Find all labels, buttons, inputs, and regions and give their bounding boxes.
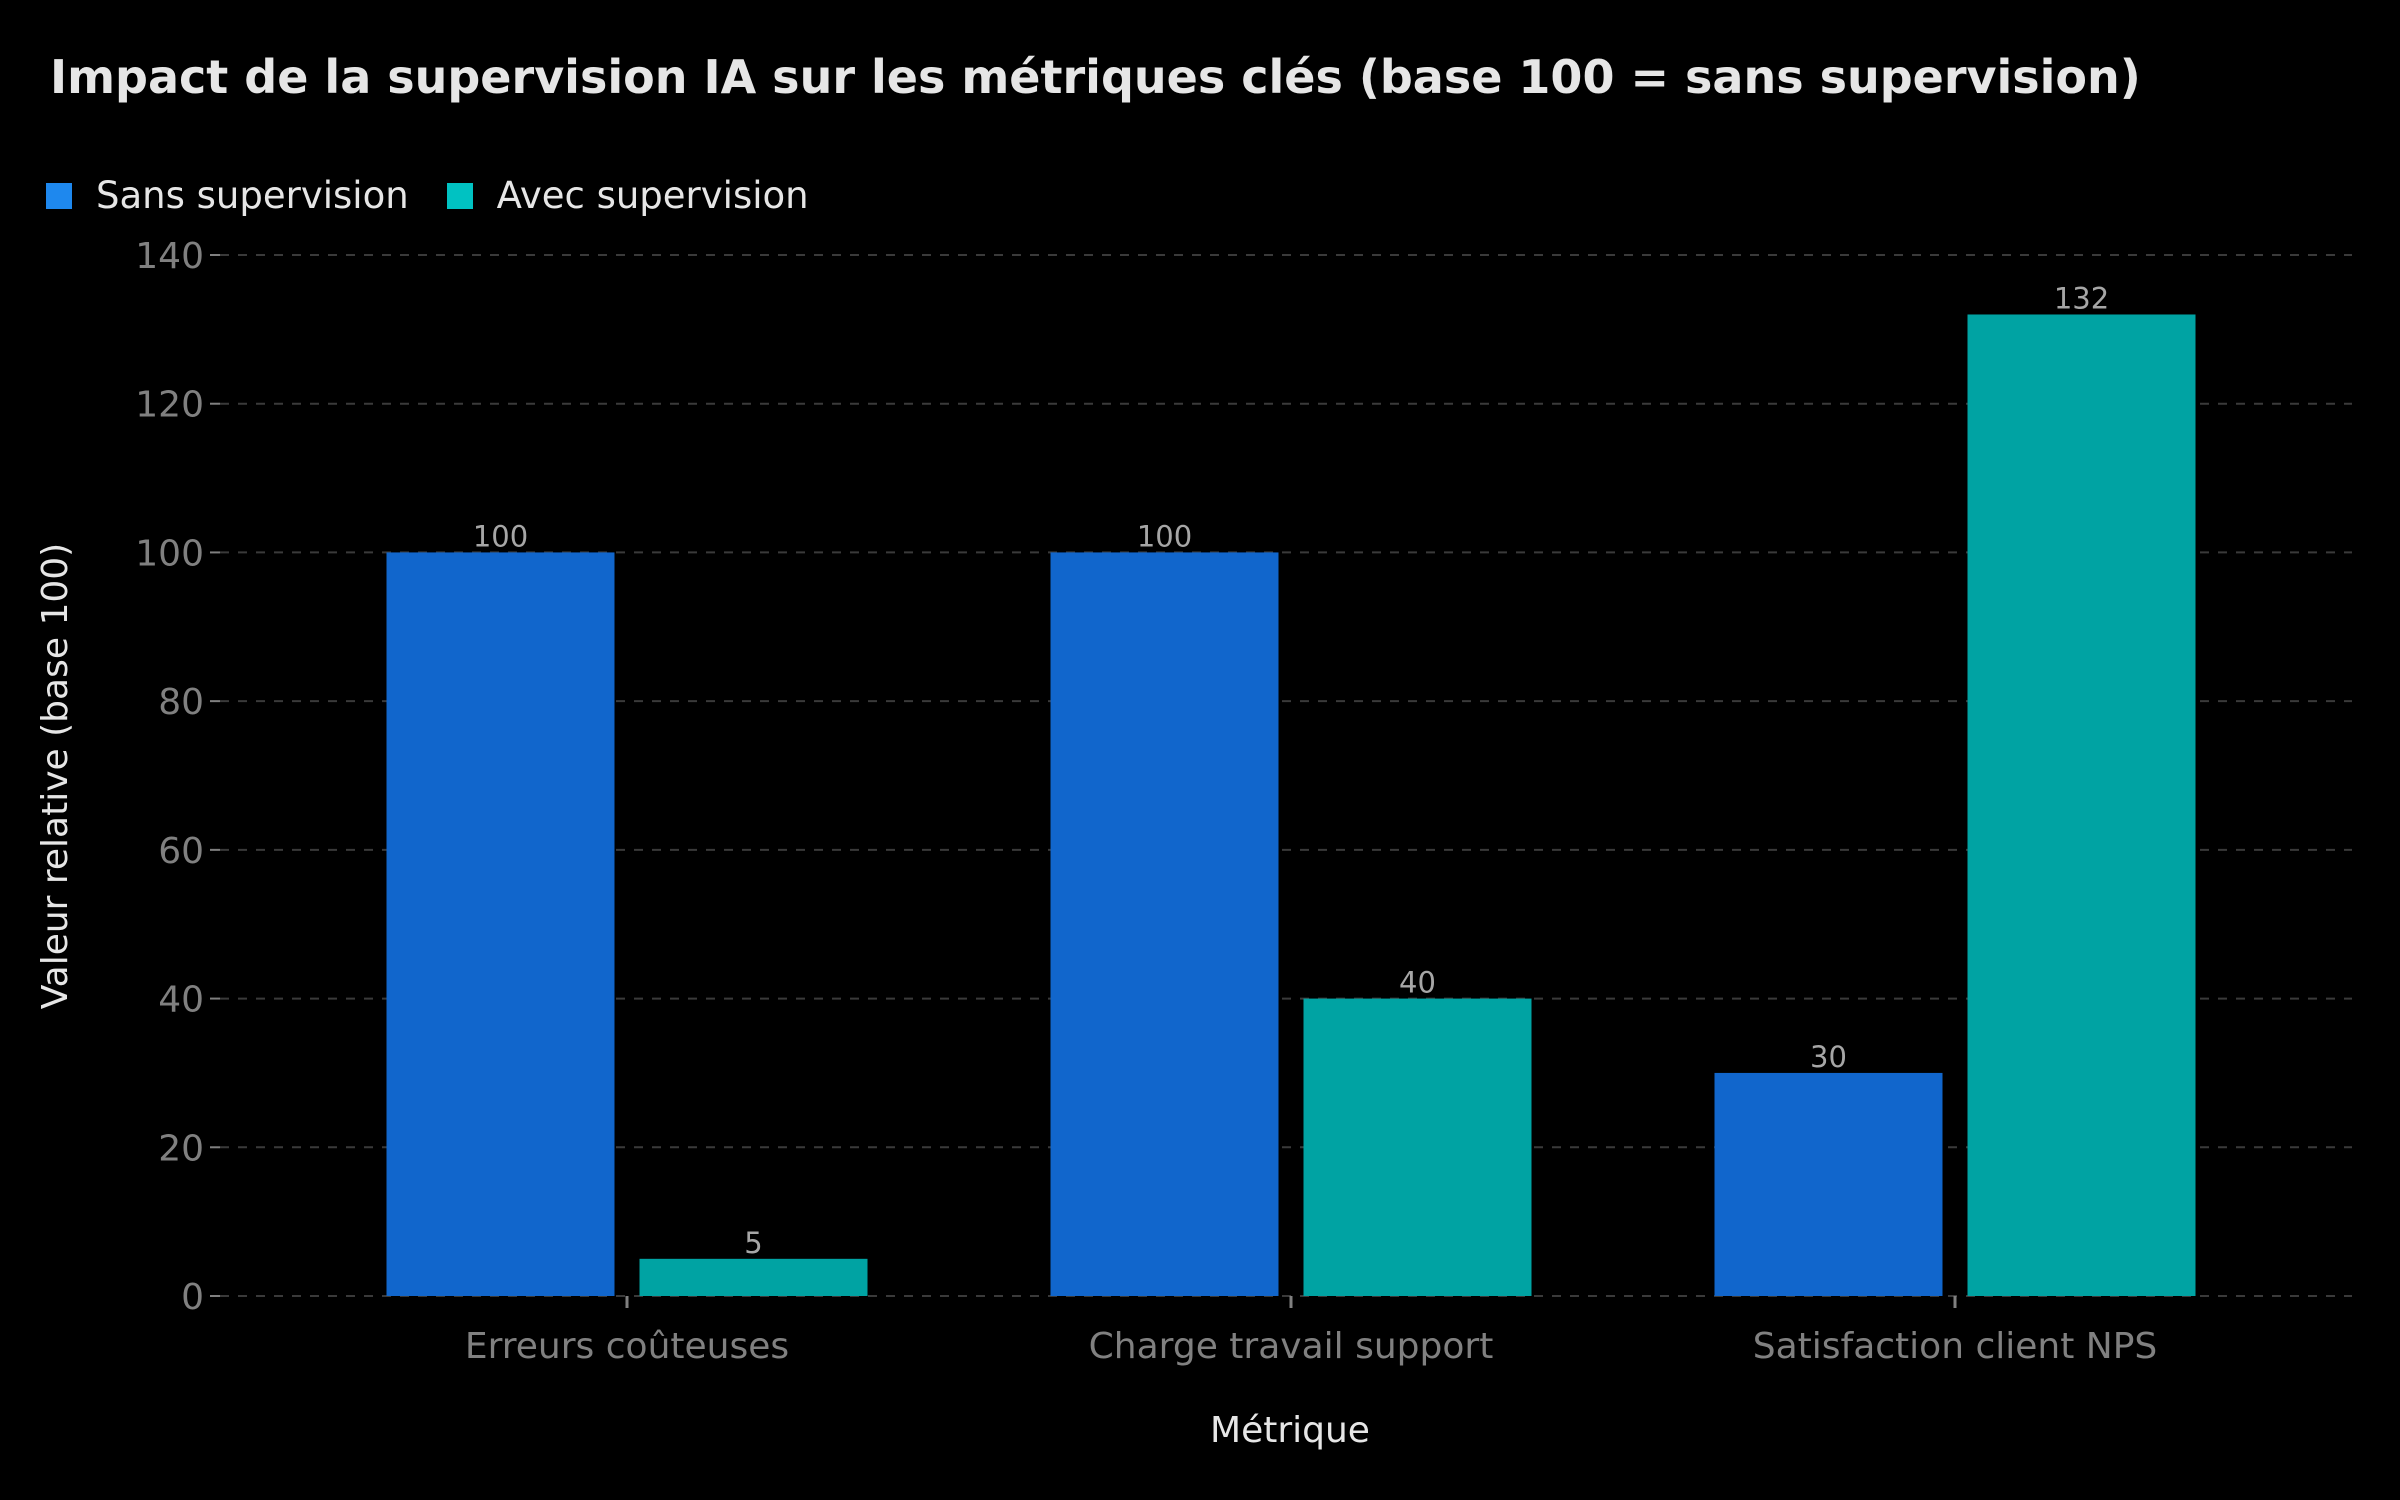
x-tick-label-2: Satisfaction client NPS xyxy=(1753,1326,2158,1367)
value-label-sans-supervision-1: 100 xyxy=(1137,519,1192,553)
bar-sans-supervision-1 xyxy=(1050,552,1279,1296)
y-tick-label-40: 40 xyxy=(158,980,204,1021)
bar-sans-supervision-2 xyxy=(1714,1072,1943,1296)
value-label-avec-supervision-0: 5 xyxy=(744,1226,762,1260)
value-labels: 100 5 100 40 30 132 xyxy=(473,281,2109,1259)
legend-swatch-avec-supervision xyxy=(446,182,473,209)
grid-lines xyxy=(220,254,2352,1297)
legend-label-sans-supervision: Sans supervision xyxy=(96,174,409,217)
bar-avec-supervision-2 xyxy=(1967,314,2196,1296)
legend-swatch-sans-supervision xyxy=(46,182,72,209)
y-tick-label-140: 140 xyxy=(135,236,204,277)
x-axis-title: Métrique xyxy=(1210,1410,1370,1451)
legend: Sans supervision Avec supervision xyxy=(46,174,847,217)
value-label-sans-supervision-2: 30 xyxy=(1810,1040,1847,1074)
bars xyxy=(386,314,2196,1296)
bar-avec-supervision-0 xyxy=(639,1258,868,1296)
axes: 0 20 40 60 80 100 120 140 Erreurs coûteuses Charg… xyxy=(135,236,2157,1367)
y-tick-label-60: 60 xyxy=(158,831,204,872)
value-label-avec-supervision-1: 40 xyxy=(1399,966,1436,1000)
bar-sans-supervision-0 xyxy=(386,552,615,1296)
y-tick-label-0: 0 xyxy=(181,1277,204,1318)
x-tick-label-1: Charge travail support xyxy=(1089,1326,1494,1367)
y-axis-title: Valeur relative (base 100) xyxy=(35,543,76,1009)
chart-title: Impact de la supervision IA sur les métr… xyxy=(50,50,2141,104)
y-tick-label-100: 100 xyxy=(135,533,204,574)
legend-item-avec-supervision: Avec supervision xyxy=(446,174,809,217)
value-label-avec-supervision-2: 132 xyxy=(2054,281,2109,315)
value-label-sans-supervision-0: 100 xyxy=(473,519,528,553)
y-tick-label-20: 20 xyxy=(158,1128,204,1169)
y-tick-label-120: 120 xyxy=(135,385,204,426)
bar-avec-supervision-1 xyxy=(1303,998,1532,1296)
x-tick-label-0: Erreurs coûteuses xyxy=(465,1326,789,1367)
legend-item-sans-supervision: Sans supervision xyxy=(46,174,409,217)
legend-label-avec-supervision: Avec supervision xyxy=(496,174,809,217)
y-tick-label-80: 80 xyxy=(158,682,204,723)
